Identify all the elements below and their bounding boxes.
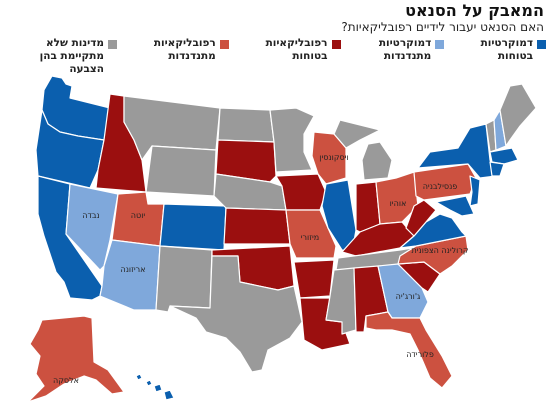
state-north-carolina [397, 235, 469, 275]
state-michigan [333, 119, 393, 181]
label-pennsylvania: פנסילבניה [423, 182, 458, 191]
state-alaska [27, 315, 125, 403]
label-utah: יוטה [131, 211, 146, 220]
state-colorado [159, 203, 227, 251]
legend-label: דמוקרטיות מתנדנדות [378, 37, 432, 62]
state-texas [169, 255, 303, 373]
legend-item-rep-safe: רפובליקאיות בטוחות [256, 37, 341, 76]
legend-label: רפובליקאיות מתנדנדות [153, 37, 216, 62]
legend-label: דמוקרטיות בטוחות [480, 37, 533, 62]
us-senate-map: נבדה יוטה אריזונה ויסקונסין מיזורי אוהיו… [27, 75, 537, 403]
state-missouri [285, 209, 337, 259]
label-georgia: ג'ורג'יה [396, 292, 421, 301]
state-south-dakota [215, 139, 277, 183]
label-ohio: אוהיו [390, 199, 407, 208]
legend-item-dem-safe: דמוקרטיות בטוחות [471, 37, 546, 76]
state-massachusetts [489, 147, 519, 165]
state-florida [365, 311, 453, 389]
state-maine [499, 83, 537, 147]
legend-swatch [219, 40, 229, 49]
label-missouri: מיזורי [301, 233, 319, 242]
label-nevada: נבדה [82, 211, 99, 220]
label-arizona: אריזונה [120, 265, 145, 274]
state-new-mexico [155, 245, 213, 313]
legend-item-rep-lean: רפובליקאיות מתנדנדות [144, 37, 229, 76]
legend-item-no-election: מדינות שלא מתקיימת בהן הצבעה [4, 37, 117, 76]
state-nebraska [213, 173, 287, 211]
state-connecticut [489, 161, 505, 177]
state-hawaii [135, 373, 175, 401]
state-arkansas [293, 259, 335, 299]
legend-swatch [108, 40, 117, 49]
legend: דמוקרטיות בטוחות דמוקרטיות מתנדנדות רפוב… [4, 37, 546, 76]
legend-swatch [435, 40, 445, 49]
label-alaska: אלסקה [53, 376, 79, 385]
state-new-jersey [469, 175, 481, 207]
map-subtitle: האם הסנאט יעבור לידיים רפובליקאיות? [341, 20, 544, 34]
label-wisconsin: ויסקונסין [319, 153, 348, 162]
legend-label: רפובליקאיות בטוחות [265, 37, 328, 62]
label-florida: פלורידה [406, 350, 434, 359]
state-minnesota [269, 107, 315, 173]
legend-swatch [537, 40, 546, 49]
legend-item-dem-lean: דמוקרטיות מתנדנדות [367, 37, 445, 76]
state-arizona [99, 239, 161, 311]
state-north-dakota [217, 107, 275, 143]
label-north-carolina: קרולינה הצפונית [411, 246, 468, 255]
state-kansas [223, 207, 291, 245]
map-title: המאבק על הסנאט [405, 1, 544, 20]
legend-swatch [331, 40, 341, 49]
state-maryland [435, 195, 475, 217]
legend-label: מדינות שלא מתקיימת בהן הצבעה [39, 37, 104, 75]
state-wyoming [145, 145, 217, 197]
